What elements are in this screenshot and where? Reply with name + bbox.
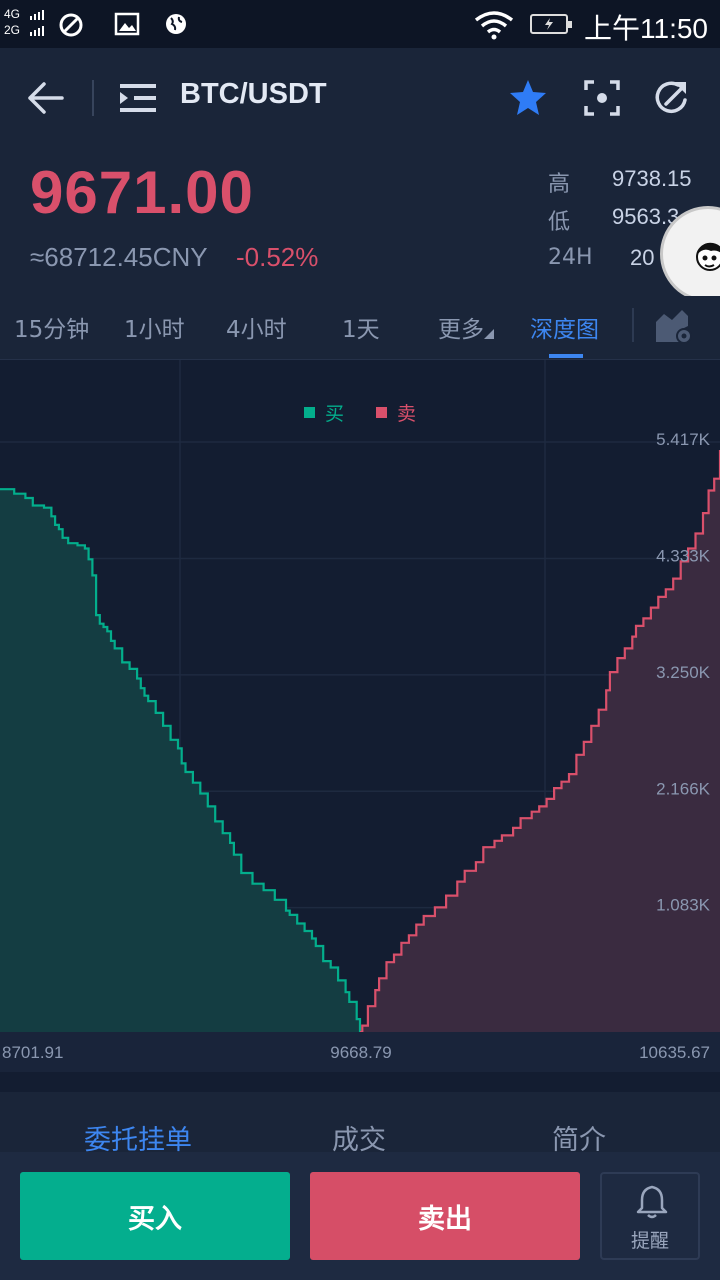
low-label: 低 (548, 210, 571, 235)
tab-more[interactable]: 更多 (438, 310, 494, 344)
back-arrow-icon[interactable] (26, 80, 66, 116)
tab-more-label: 更多 (438, 317, 484, 343)
depth-chart[interactable]: 5.417K 4.333K 3.250K 2.166K 1.083K 买 卖 (0, 360, 720, 1072)
tab-1day[interactable]: 1天 (342, 317, 380, 343)
legend-label: 买 (325, 403, 344, 425)
bid-depth-area (0, 489, 360, 1032)
top-nav-bar: BTC/USDT (0, 48, 720, 148)
network-2g-label: 2G (4, 23, 21, 37)
low-value: 9563.3 (612, 204, 680, 229)
legend-swatch (304, 407, 315, 418)
interval-tabs: 15分钟 1小时 4小时 1天 更多 深度图 (0, 296, 720, 360)
y-axis-tick-label: 1.083K (656, 896, 711, 915)
x-axis-svg: 8701.91 9668.79 10635.67 (2, 1043, 710, 1062)
status-bar: 4G 2G 上午11:50 (0, 0, 720, 48)
tab-open-orders[interactable]: 委托挂单 (84, 1125, 192, 1156)
cny-price: ≈68712.45CNY (30, 242, 208, 272)
tab-divider (632, 308, 634, 342)
wifi-icon (474, 11, 514, 40)
status-time: 上午11:50 (584, 13, 708, 44)
pair-list-menu-icon[interactable] (120, 82, 158, 114)
battery-charging-icon (530, 14, 572, 34)
do-not-disturb-icon (59, 13, 83, 37)
volume-24h-value: 20 (630, 245, 655, 270)
x-axis-band: 8701.91 9668.79 10635.67 (0, 1032, 720, 1072)
trading-pair-title[interactable]: BTC/USDT (180, 78, 327, 110)
chart-settings-icon[interactable] (654, 308, 694, 344)
favorite-star-icon[interactable] (508, 78, 548, 118)
y-axis-tick-label: 4.333K (656, 546, 711, 565)
y-axis-tick-label: 3.250K (656, 663, 711, 682)
volume-24h-label: 24H (548, 245, 593, 270)
price-alert-button[interactable]: 提醒 (600, 1172, 700, 1260)
network-4g-label: 4G (4, 7, 21, 21)
depth-chart-svg: 5.417K 4.333K 3.250K 2.166K 1.083K 买 卖 (0, 360, 720, 1034)
alert-label: 提醒 (630, 1230, 669, 1252)
high-value: 9738.15 (612, 166, 692, 191)
tab-4hour[interactable]: 4小时 (226, 317, 287, 343)
tab-depth-chart[interactable]: 深度图 (530, 317, 599, 343)
dropdown-triangle-icon (484, 329, 494, 339)
price-change-percent: -0.52% (236, 242, 319, 272)
y-axis-tick-label: 2.166K (656, 779, 711, 798)
x-axis-tick-label: 8701.91 (2, 1043, 63, 1062)
network-indicator: 4G 2G (4, 6, 20, 38)
tab-1hour[interactable]: 1小时 (124, 317, 185, 343)
legend-label: 卖 (397, 403, 416, 425)
screenshot-icon[interactable] (582, 78, 622, 118)
globe-icon (166, 14, 186, 34)
cartoon-face-icon (696, 242, 720, 271)
bid-depth-line (0, 488, 362, 1032)
ask-depth-area (360, 450, 720, 1032)
order-info-tabs: 委托挂单 成交 简介 (0, 1092, 720, 1156)
x-axis-tick-label: 9668.79 (330, 1043, 391, 1062)
tab-introduction[interactable]: 简介 (552, 1125, 606, 1156)
ask-depth-line (360, 450, 720, 1034)
buy-button[interactable]: 买入 (20, 1172, 290, 1260)
bell-icon (636, 1185, 668, 1219)
signal-icon (30, 10, 44, 36)
image-icon (114, 12, 140, 36)
y-axis-tick-label: 5.417K (656, 430, 711, 449)
active-tab-indicator (549, 354, 583, 358)
share-icon[interactable] (652, 78, 692, 118)
nav-divider (92, 80, 94, 116)
tab-15min[interactable]: 15分钟 (14, 317, 90, 343)
last-price: 9671.00 (30, 159, 254, 226)
sell-button[interactable]: 卖出 (310, 1172, 580, 1260)
x-axis-tick-label: 10635.67 (639, 1043, 710, 1062)
high-label: 高 (548, 172, 571, 197)
ticker-panel: 9671.00 ≈68712.45CNY -0.52% 高 9738.15 低 … (0, 148, 720, 302)
tab-trades[interactable]: 成交 (332, 1125, 386, 1156)
trade-action-bar: 买入 卖出 提醒 (0, 1152, 720, 1280)
legend-swatch (376, 407, 387, 418)
